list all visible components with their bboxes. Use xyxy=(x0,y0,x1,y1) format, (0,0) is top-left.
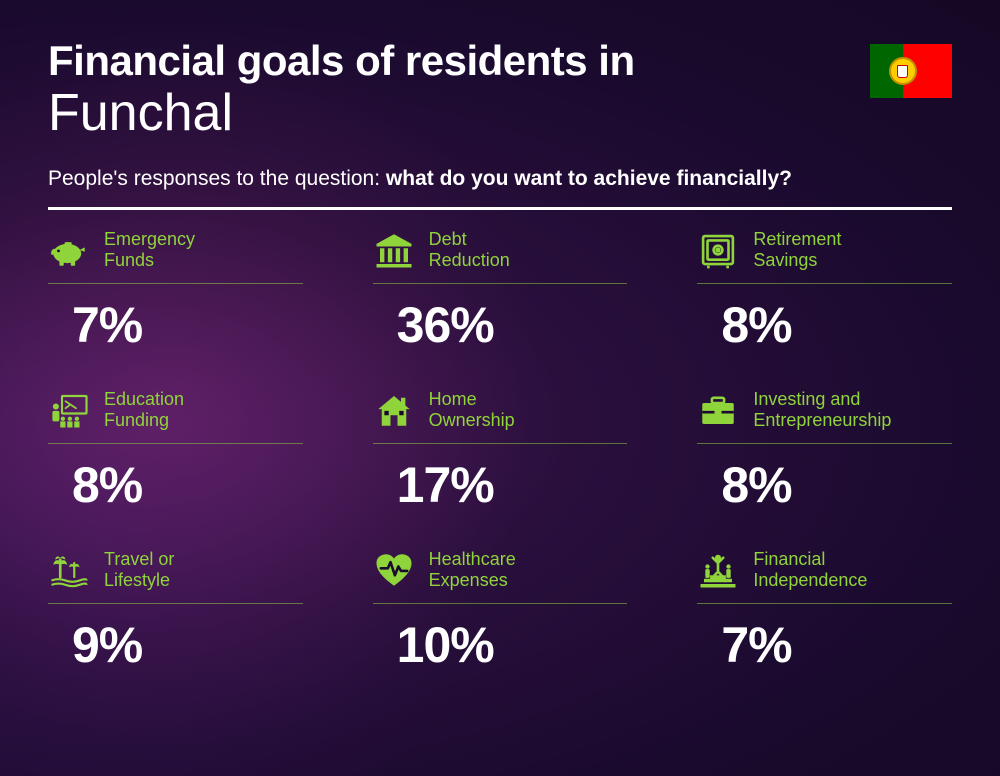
stat-emergency-funds: Emergency Funds 7% xyxy=(48,228,303,354)
title-line-2: Funchal xyxy=(48,86,952,141)
stat-value: 10% xyxy=(373,616,628,674)
stat-label: Healthcare Expenses xyxy=(429,549,516,592)
stat-value: 36% xyxy=(373,296,628,354)
briefcase-icon xyxy=(697,389,739,431)
stat-value: 8% xyxy=(48,456,303,514)
travel-icon xyxy=(48,549,90,591)
stat-travel-lifestyle: Travel or Lifestyle 9% xyxy=(48,548,303,674)
independence-icon xyxy=(697,549,739,591)
education-icon xyxy=(48,389,90,431)
stat-label: Retirement Savings xyxy=(753,229,841,272)
stat-value: 7% xyxy=(697,616,952,674)
stat-value: 7% xyxy=(48,296,303,354)
stat-healthcare-expenses: Healthcare Expenses 10% xyxy=(373,548,628,674)
stat-label: Travel or Lifestyle xyxy=(104,549,174,592)
stat-value: 8% xyxy=(697,456,952,514)
stat-value: 9% xyxy=(48,616,303,674)
stat-label: Financial Independence xyxy=(753,549,867,592)
stat-value: 17% xyxy=(373,456,628,514)
stat-label: Debt Reduction xyxy=(429,229,510,272)
piggy-bank-icon xyxy=(48,229,90,271)
stat-debt-reduction: Debt Reduction 36% xyxy=(373,228,628,354)
header: Financial goals of residents in Funchal xyxy=(48,38,952,141)
healthcare-icon xyxy=(373,549,415,591)
stats-grid: Emergency Funds 7% Debt Reduction 36% xyxy=(48,228,952,674)
stat-home-ownership: Home Ownership 17% xyxy=(373,388,628,514)
subtitle-prefix: People's responses to the question: xyxy=(48,167,386,190)
stat-label: Emergency Funds xyxy=(104,229,195,272)
bank-icon xyxy=(373,229,415,271)
subtitle-bold: what do you want to achieve financially? xyxy=(386,167,792,190)
stat-investing-entrepreneurship: Investing and Entrepreneurship 8% xyxy=(697,388,952,514)
title-line-1: Financial goals of residents in xyxy=(48,38,952,84)
subtitle: People's responses to the question: what… xyxy=(48,167,952,191)
stat-value: 8% xyxy=(697,296,952,354)
stat-education-funding: Education Funding 8% xyxy=(48,388,303,514)
stat-retirement-savings: Retirement Savings 8% xyxy=(697,228,952,354)
home-icon xyxy=(373,389,415,431)
stat-label: Home Ownership xyxy=(429,389,515,432)
header-divider xyxy=(48,207,952,210)
stat-label: Education Funding xyxy=(104,389,184,432)
safe-icon xyxy=(697,229,739,271)
stat-financial-independence: Financial Independence 7% xyxy=(697,548,952,674)
flag-portugal xyxy=(870,44,952,98)
stat-label: Investing and Entrepreneurship xyxy=(753,389,891,432)
